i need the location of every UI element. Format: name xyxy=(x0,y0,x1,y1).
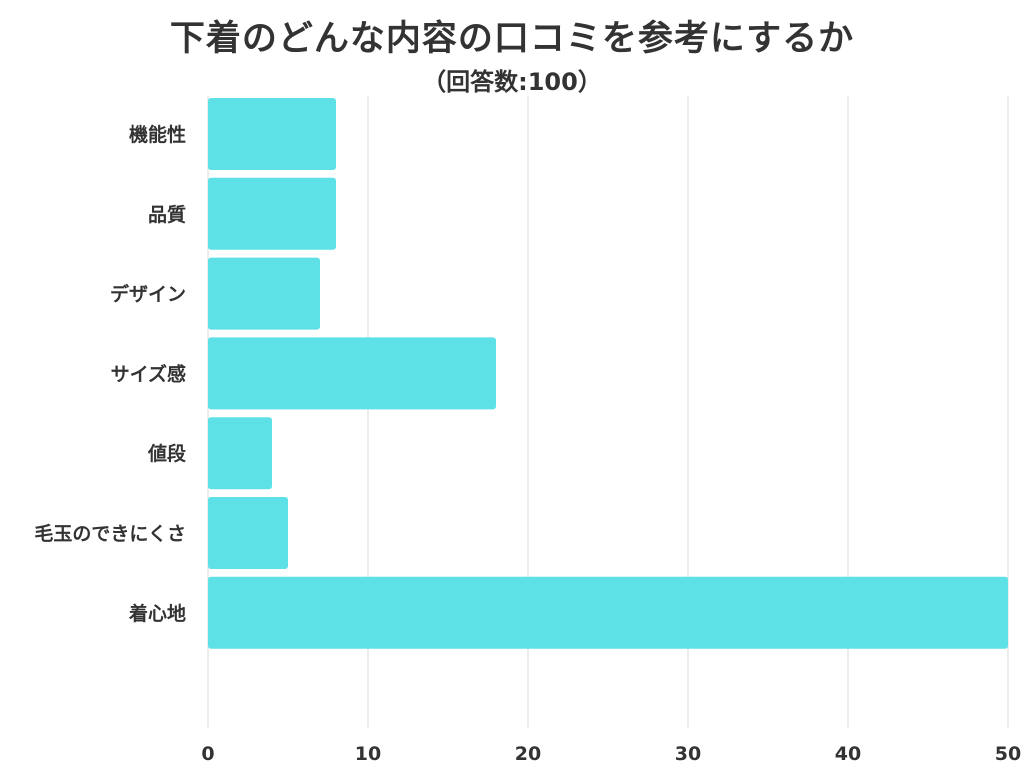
category-label: サイズ感 xyxy=(111,362,186,385)
bar-7 xyxy=(208,576,1008,649)
bar-6 xyxy=(208,497,288,569)
bar-3 xyxy=(208,257,320,330)
category-label: 値段 xyxy=(147,442,187,465)
chart-subtitle: （回答数:100） xyxy=(422,68,602,96)
x-tick-label: 50 xyxy=(995,743,1021,765)
x-tick-label: 40 xyxy=(835,743,861,765)
category-label: 毛玉のできにくさ xyxy=(34,523,186,545)
bar-2 xyxy=(208,177,336,250)
chart-title: 下着のどんな内容の口コミを参考にするか xyxy=(169,19,855,59)
category-label: デザイン xyxy=(110,283,186,306)
category-label: 機能性 xyxy=(129,123,186,146)
x-tick-label: 20 xyxy=(515,743,541,765)
bar-5 xyxy=(208,417,272,490)
category-label: 着心地 xyxy=(129,602,186,625)
bar-4 xyxy=(208,337,496,410)
x-axis-ticks: 0 10 20 30 40 50 xyxy=(201,743,1021,765)
category-label: 品質 xyxy=(148,203,186,226)
x-tick-label: 10 xyxy=(355,743,381,765)
x-tick-label: 30 xyxy=(675,743,701,765)
bars xyxy=(208,98,1008,649)
x-tick-label: 0 xyxy=(201,743,214,765)
bar-1 xyxy=(208,98,336,170)
